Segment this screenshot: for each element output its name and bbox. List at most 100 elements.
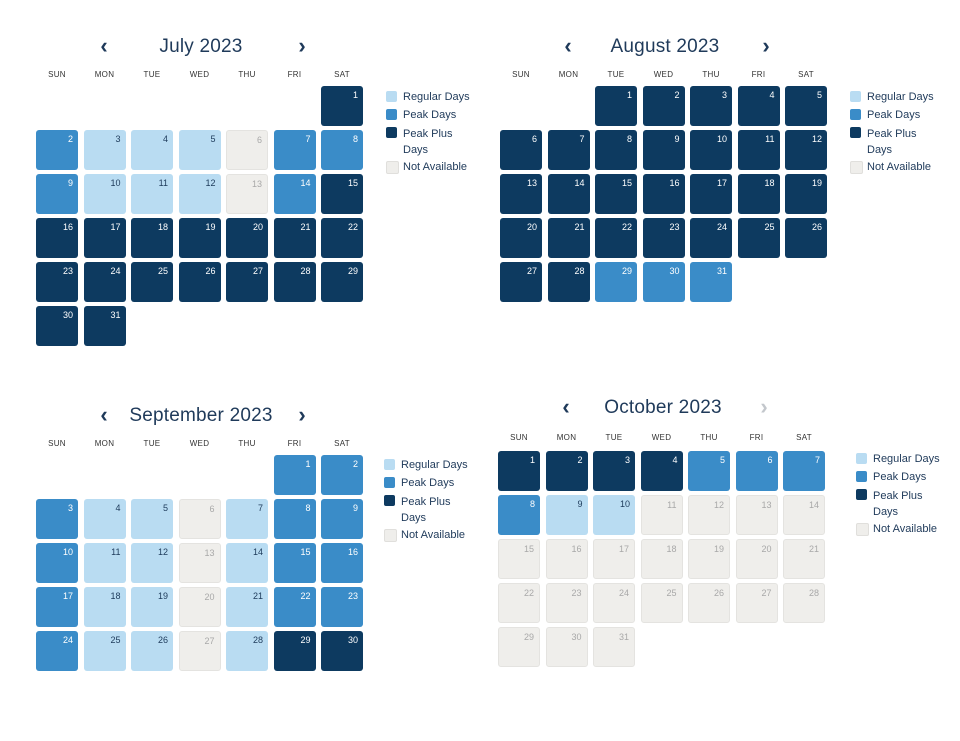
day-cell[interactable]: 10 xyxy=(36,543,78,583)
day-cell[interactable]: 12 xyxy=(178,174,221,214)
day-cell[interactable]: 11 xyxy=(83,543,126,583)
day-cell[interactable]: 23 xyxy=(642,218,685,258)
day-cell[interactable]: 27 xyxy=(226,262,268,302)
day-cell[interactable]: 7 xyxy=(273,130,316,170)
day-cell[interactable]: 30 xyxy=(321,631,363,671)
day-cell[interactable]: 21 xyxy=(547,218,590,258)
next-month-button[interactable]: › xyxy=(292,35,312,57)
next-month-button[interactable]: › xyxy=(756,35,776,57)
day-cell[interactable]: 16 xyxy=(642,174,685,214)
day-cell[interactable]: 8 xyxy=(498,495,540,535)
day-cell[interactable]: 23 xyxy=(321,587,363,627)
day-cell[interactable]: 24 xyxy=(83,262,126,302)
day-cell[interactable]: 31 xyxy=(690,262,732,302)
day-cell[interactable]: 28 xyxy=(226,631,268,671)
day-cell[interactable]: 5 xyxy=(178,130,221,170)
day-cell[interactable]: 19 xyxy=(785,174,827,214)
day-cell[interactable]: 2 xyxy=(545,451,588,491)
day-cell[interactable]: 21 xyxy=(226,587,268,627)
day-cell[interactable]: 7 xyxy=(783,451,825,491)
day-cell[interactable]: 28 xyxy=(547,262,590,302)
day-cell[interactable]: 5 xyxy=(785,86,827,126)
day-cell[interactable]: 3 xyxy=(36,499,78,539)
day-cell[interactable]: 1 xyxy=(498,451,540,491)
day-cell[interactable]: 11 xyxy=(737,130,780,170)
day-cell[interactable]: 31 xyxy=(83,306,126,346)
day-cell[interactable]: 17 xyxy=(83,218,126,258)
day-cell[interactable]: 26 xyxy=(178,262,221,302)
day-cell[interactable]: 8 xyxy=(273,499,316,539)
day-cell[interactable]: 9 xyxy=(36,174,78,214)
day-cell[interactable]: 15 xyxy=(273,543,316,583)
day-cell[interactable]: 16 xyxy=(36,218,78,258)
day-cell[interactable]: 20 xyxy=(500,218,542,258)
day-cell[interactable]: 22 xyxy=(595,218,637,258)
day-cell[interactable]: 18 xyxy=(83,587,126,627)
day-cell[interactable]: 2 xyxy=(36,130,78,170)
day-cell[interactable]: 12 xyxy=(785,130,827,170)
day-cell[interactable]: 23 xyxy=(36,262,78,302)
day-cell[interactable]: 22 xyxy=(273,587,316,627)
prev-month-button[interactable]: ‹ xyxy=(558,35,578,57)
day-cell[interactable]: 5 xyxy=(131,499,173,539)
day-cell[interactable]: 10 xyxy=(690,130,732,170)
day-cell[interactable]: 25 xyxy=(131,262,173,302)
day-cell[interactable]: 18 xyxy=(737,174,780,214)
day-cell[interactable]: 29 xyxy=(321,262,363,302)
day-cell[interactable]: 8 xyxy=(595,130,637,170)
prev-month-button[interactable]: ‹ xyxy=(94,404,114,426)
day-cell[interactable]: 22 xyxy=(321,218,363,258)
day-cell[interactable]: 17 xyxy=(690,174,732,214)
day-cell[interactable]: 10 xyxy=(593,495,635,535)
day-cell[interactable]: 28 xyxy=(273,262,316,302)
day-cell[interactable]: 5 xyxy=(688,451,730,491)
day-cell[interactable]: 24 xyxy=(36,631,78,671)
day-cell[interactable]: 9 xyxy=(321,499,363,539)
day-cell[interactable]: 14 xyxy=(273,174,316,214)
day-cell[interactable]: 7 xyxy=(226,499,268,539)
day-cell[interactable]: 25 xyxy=(83,631,126,671)
day-cell[interactable]: 15 xyxy=(321,174,363,214)
day-cell[interactable]: 9 xyxy=(642,130,685,170)
day-cell[interactable]: 26 xyxy=(131,631,173,671)
day-cell[interactable]: 2 xyxy=(642,86,685,126)
day-cell[interactable]: 2 xyxy=(321,455,363,495)
day-cell[interactable]: 6 xyxy=(735,451,778,491)
day-cell[interactable]: 15 xyxy=(595,174,637,214)
day-cell[interactable]: 4 xyxy=(131,130,173,170)
day-cell[interactable]: 8 xyxy=(321,130,363,170)
day-cell[interactable]: 25 xyxy=(737,218,780,258)
day-cell[interactable]: 3 xyxy=(690,86,732,126)
prev-month-button[interactable]: ‹ xyxy=(556,396,576,418)
day-cell[interactable]: 4 xyxy=(640,451,683,491)
prev-month-button[interactable]: ‹ xyxy=(94,35,114,57)
day-cell[interactable]: 14 xyxy=(226,543,268,583)
day-cell[interactable]: 7 xyxy=(547,130,590,170)
day-cell[interactable]: 27 xyxy=(500,262,542,302)
day-cell[interactable]: 9 xyxy=(545,495,588,535)
day-cell[interactable]: 1 xyxy=(273,455,316,495)
day-cell[interactable]: 4 xyxy=(83,499,126,539)
day-cell[interactable]: 17 xyxy=(36,587,78,627)
day-cell[interactable]: 14 xyxy=(547,174,590,214)
day-cell[interactable]: 4 xyxy=(737,86,780,126)
day-cell[interactable]: 12 xyxy=(131,543,173,583)
day-cell[interactable]: 30 xyxy=(36,306,78,346)
day-cell[interactable]: 13 xyxy=(500,174,542,214)
day-cell[interactable]: 30 xyxy=(642,262,685,302)
day-cell[interactable]: 16 xyxy=(321,543,363,583)
day-cell[interactable]: 18 xyxy=(131,218,173,258)
day-cell[interactable]: 29 xyxy=(595,262,637,302)
day-cell[interactable]: 10 xyxy=(83,174,126,214)
day-cell[interactable]: 1 xyxy=(595,86,637,126)
day-cell[interactable]: 6 xyxy=(500,130,542,170)
day-cell[interactable]: 19 xyxy=(131,587,173,627)
day-cell[interactable]: 21 xyxy=(273,218,316,258)
day-cell[interactable]: 1 xyxy=(321,86,363,126)
day-cell[interactable]: 20 xyxy=(226,218,268,258)
day-cell[interactable]: 11 xyxy=(131,174,173,214)
day-cell[interactable]: 3 xyxy=(593,451,635,491)
day-cell[interactable]: 24 xyxy=(690,218,732,258)
next-month-button[interactable]: › xyxy=(292,404,312,426)
day-cell[interactable]: 26 xyxy=(785,218,827,258)
